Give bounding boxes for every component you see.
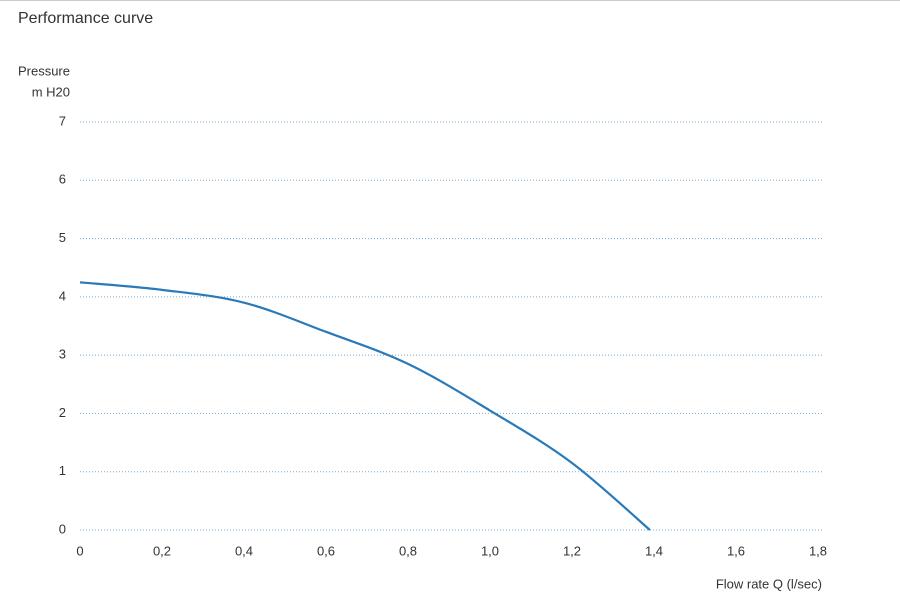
y-tick-label: 1 bbox=[59, 463, 66, 478]
x-tick-label: 0,6 bbox=[317, 543, 335, 558]
x-tick-label: 0 bbox=[76, 543, 83, 558]
y-tick-label: 3 bbox=[59, 347, 66, 362]
y-tick-label: 2 bbox=[59, 405, 66, 420]
chart-title: Performance curve bbox=[18, 10, 153, 27]
y-tick-label: 4 bbox=[59, 288, 66, 303]
x-axis-label: Flow rate Q (l/sec) bbox=[716, 576, 822, 591]
y-axis-unit: m H20 bbox=[32, 84, 70, 99]
x-tick-label: 1,4 bbox=[645, 543, 663, 558]
y-tick-label: 7 bbox=[59, 113, 66, 128]
y-tick-label: 5 bbox=[59, 230, 66, 245]
y-tick-label: 6 bbox=[59, 172, 66, 187]
x-tick-label: 0,2 bbox=[153, 543, 171, 558]
x-tick-label: 0,8 bbox=[399, 543, 417, 558]
x-tick-label: 1,6 bbox=[727, 543, 745, 558]
curve bbox=[79, 281, 651, 531]
x-tick-label: 0,4 bbox=[235, 543, 253, 558]
x-tick-label: 1,0 bbox=[481, 543, 499, 558]
x-tick-label: 1,2 bbox=[563, 543, 581, 558]
x-tick-label: 1,8 bbox=[809, 543, 827, 558]
y-tick-label: 0 bbox=[59, 521, 66, 536]
y-axis-label: Pressure bbox=[18, 63, 70, 78]
